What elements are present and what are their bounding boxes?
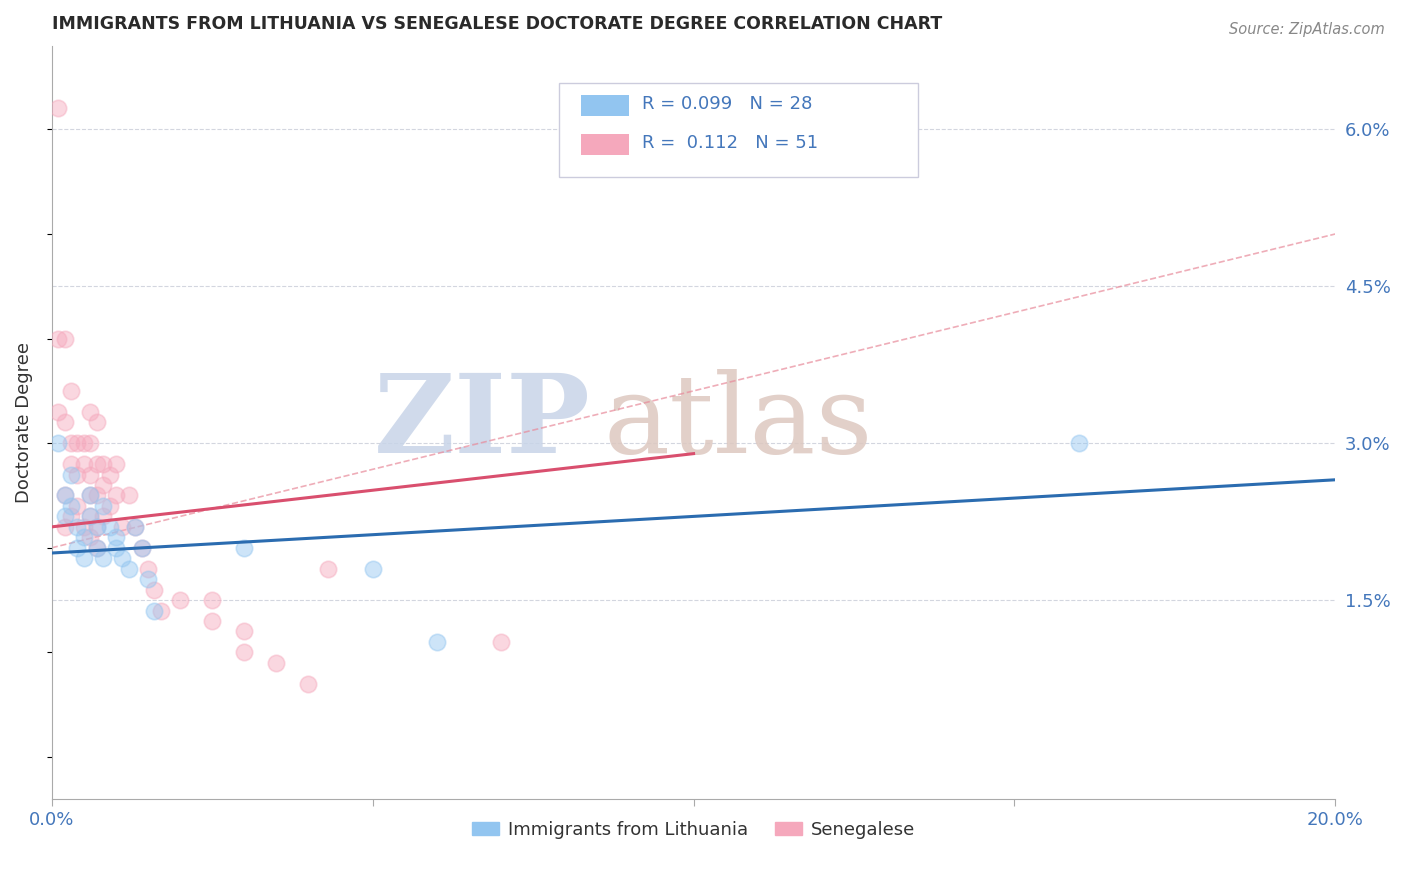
Point: [60, 509, 83, 524]
Y-axis label: Doctorate Degree: Doctorate Degree: [15, 342, 32, 503]
Text: R = 0.099   N = 28: R = 0.099 N = 28: [643, 95, 813, 112]
Point: [361, 562, 384, 576]
Point: [233, 541, 256, 555]
Point: [86, 457, 108, 471]
Point: [201, 614, 224, 628]
Point: [104, 488, 127, 502]
Point: [143, 582, 166, 597]
Point: [66, 499, 89, 513]
Point: [73, 530, 96, 544]
Point: [46, 436, 69, 450]
Point: [79, 488, 101, 502]
Point: [46, 102, 69, 116]
Point: [79, 509, 101, 524]
Point: [79, 509, 101, 524]
Point: [46, 405, 69, 419]
Point: [124, 520, 146, 534]
Point: [98, 499, 121, 513]
Point: [86, 541, 108, 555]
Point: [111, 551, 134, 566]
Point: [73, 436, 96, 450]
Point: [91, 478, 114, 492]
Point: [53, 488, 76, 502]
Point: [79, 530, 101, 544]
FancyBboxPatch shape: [581, 95, 630, 116]
Text: atlas: atlas: [603, 368, 873, 475]
Text: IMMIGRANTS FROM LITHUANIA VS SENEGALESE DOCTORATE DEGREE CORRELATION CHART: IMMIGRANTS FROM LITHUANIA VS SENEGALESE …: [52, 15, 942, 33]
Point: [136, 572, 159, 586]
Point: [91, 551, 114, 566]
Point: [66, 467, 89, 482]
Point: [131, 541, 153, 555]
Point: [53, 415, 76, 429]
Point: [316, 562, 339, 576]
Point: [266, 656, 288, 670]
Point: [86, 520, 108, 534]
Point: [53, 332, 76, 346]
Point: [149, 603, 172, 617]
Point: [104, 541, 127, 555]
Point: [233, 624, 256, 639]
Point: [131, 541, 153, 555]
Point: [104, 530, 127, 544]
Point: [73, 551, 96, 566]
Point: [60, 384, 83, 398]
Point: [136, 562, 159, 576]
Point: [66, 541, 89, 555]
Point: [118, 488, 141, 502]
Point: [104, 457, 127, 471]
Point: [60, 457, 83, 471]
Text: ZIP: ZIP: [374, 368, 591, 475]
Point: [98, 520, 121, 534]
Point: [489, 635, 512, 649]
Point: [169, 593, 191, 607]
Point: [73, 457, 96, 471]
Point: [91, 457, 114, 471]
Point: [1067, 436, 1090, 450]
Point: [118, 562, 141, 576]
Point: [79, 436, 101, 450]
Point: [86, 520, 108, 534]
Point: [79, 405, 101, 419]
Point: [66, 436, 89, 450]
Point: [143, 603, 166, 617]
Point: [86, 541, 108, 555]
Text: Source: ZipAtlas.com: Source: ZipAtlas.com: [1229, 22, 1385, 37]
Point: [46, 332, 69, 346]
Point: [86, 488, 108, 502]
Point: [73, 520, 96, 534]
Point: [66, 520, 89, 534]
Point: [60, 499, 83, 513]
Point: [98, 467, 121, 482]
Point: [201, 593, 224, 607]
Point: [111, 520, 134, 534]
Point: [124, 520, 146, 534]
FancyBboxPatch shape: [581, 134, 630, 155]
Point: [91, 509, 114, 524]
Point: [233, 645, 256, 659]
Point: [60, 467, 83, 482]
Text: R =  0.112   N = 51: R = 0.112 N = 51: [643, 134, 818, 152]
Point: [426, 635, 449, 649]
Point: [53, 488, 76, 502]
Point: [53, 520, 76, 534]
Point: [86, 415, 108, 429]
Point: [79, 488, 101, 502]
Point: [79, 467, 101, 482]
Point: [60, 436, 83, 450]
FancyBboxPatch shape: [558, 83, 918, 178]
Point: [91, 499, 114, 513]
Point: [297, 677, 319, 691]
Legend: Immigrants from Lithuania, Senegalese: Immigrants from Lithuania, Senegalese: [464, 814, 922, 847]
Point: [53, 509, 76, 524]
